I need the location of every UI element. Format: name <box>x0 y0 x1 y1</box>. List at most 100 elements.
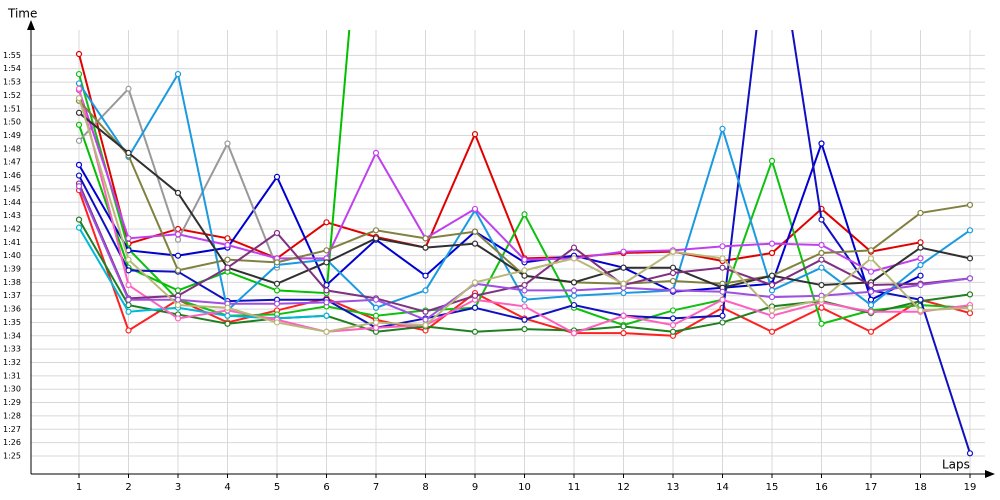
y-tick-label: 1:26 <box>3 438 21 447</box>
data-point <box>372 304 380 311</box>
data-point <box>224 235 231 242</box>
x-arrow <box>985 470 995 478</box>
y-arrow <box>27 20 35 30</box>
x-tick-label: 11 <box>568 482 581 493</box>
data-point <box>422 287 429 294</box>
data-point <box>768 240 776 247</box>
data-point <box>570 244 578 251</box>
data-point <box>669 264 677 271</box>
data-point <box>174 252 182 259</box>
data-point <box>224 304 231 311</box>
data-point <box>521 211 528 218</box>
plot-area <box>75 30 974 457</box>
data-point <box>917 307 924 314</box>
data-point <box>75 161 83 168</box>
x-tick-label: 6 <box>323 482 329 493</box>
data-point <box>125 327 132 334</box>
y-tick-label: 1:41 <box>3 238 21 247</box>
data-point <box>372 324 380 331</box>
data-point <box>917 281 924 289</box>
data-point <box>125 149 132 156</box>
data-point <box>818 304 825 311</box>
x-tick-label: 7 <box>373 482 379 493</box>
y-tick-label: 1:51 <box>3 104 21 113</box>
data-point <box>719 125 726 132</box>
data-point <box>620 280 627 287</box>
y-tick-label: 1:33 <box>3 345 21 354</box>
data-point <box>570 287 578 294</box>
y-tick-label: 1:44 <box>3 198 21 207</box>
data-point <box>570 255 578 262</box>
data-point <box>471 240 479 247</box>
data-point <box>125 256 132 263</box>
data-point <box>224 312 231 319</box>
data-point <box>818 281 825 289</box>
data-point <box>125 85 132 92</box>
data-point <box>174 267 182 274</box>
data-point <box>669 307 677 314</box>
y-tick-label: 1:42 <box>3 224 21 233</box>
data-point <box>323 281 330 289</box>
data-point <box>75 121 83 128</box>
data-point <box>422 316 429 323</box>
data-point <box>917 239 924 246</box>
x-axis-label: Laps <box>942 458 970 472</box>
data-point <box>620 323 627 330</box>
data-point <box>174 315 182 322</box>
data-point <box>966 201 974 209</box>
y-tick-label: 1:39 <box>3 265 21 274</box>
data-point <box>174 70 182 78</box>
data-point <box>224 256 231 263</box>
y-tick-label: 1:43 <box>3 211 21 220</box>
x-tick-label: 15 <box>766 482 779 493</box>
data-point <box>273 259 281 266</box>
y-tick-label: 1:45 <box>3 184 21 193</box>
data-point <box>867 268 875 275</box>
data-point <box>273 229 281 237</box>
data-point <box>570 330 578 337</box>
data-point <box>125 281 132 289</box>
x-tick-label: 1 <box>76 482 82 493</box>
x-tick-label: 19 <box>964 482 977 493</box>
y-tick-label: 1:35 <box>3 318 21 327</box>
series-line <box>78 140 921 302</box>
data-point <box>224 320 231 327</box>
y-tick-label: 1:48 <box>3 144 21 153</box>
data-point <box>174 225 182 233</box>
y-tick-label: 1:52 <box>3 91 21 100</box>
data-point <box>768 312 776 319</box>
data-point <box>521 316 528 323</box>
data-point <box>719 312 726 319</box>
data-point <box>719 288 726 295</box>
data-point <box>273 287 281 294</box>
data-point <box>75 70 83 78</box>
data-point <box>818 216 825 223</box>
data-point <box>75 80 83 87</box>
data-point <box>174 287 182 294</box>
data-point <box>174 189 182 197</box>
data-point <box>224 264 231 271</box>
data-point <box>669 328 677 335</box>
data-point <box>818 256 825 263</box>
data-point <box>818 140 825 147</box>
x-tick-label: 9 <box>472 482 478 493</box>
x-tick-label: 3 <box>175 482 181 493</box>
data-point <box>719 319 726 326</box>
data-point <box>174 301 182 309</box>
data-point <box>867 296 875 303</box>
data-point <box>323 328 330 335</box>
data-point <box>669 322 677 329</box>
data-point <box>323 299 330 306</box>
data-point <box>422 244 429 251</box>
y-tick-label: 1:53 <box>3 78 21 87</box>
data-point <box>966 304 974 311</box>
data-point <box>867 247 875 254</box>
data-point <box>422 272 429 279</box>
data-point <box>471 228 479 235</box>
y-tick-label: 1:34 <box>3 331 21 340</box>
data-point <box>818 296 825 303</box>
x-tick-label: 17 <box>865 482 878 493</box>
data-point <box>323 247 330 254</box>
data-point <box>372 149 380 156</box>
